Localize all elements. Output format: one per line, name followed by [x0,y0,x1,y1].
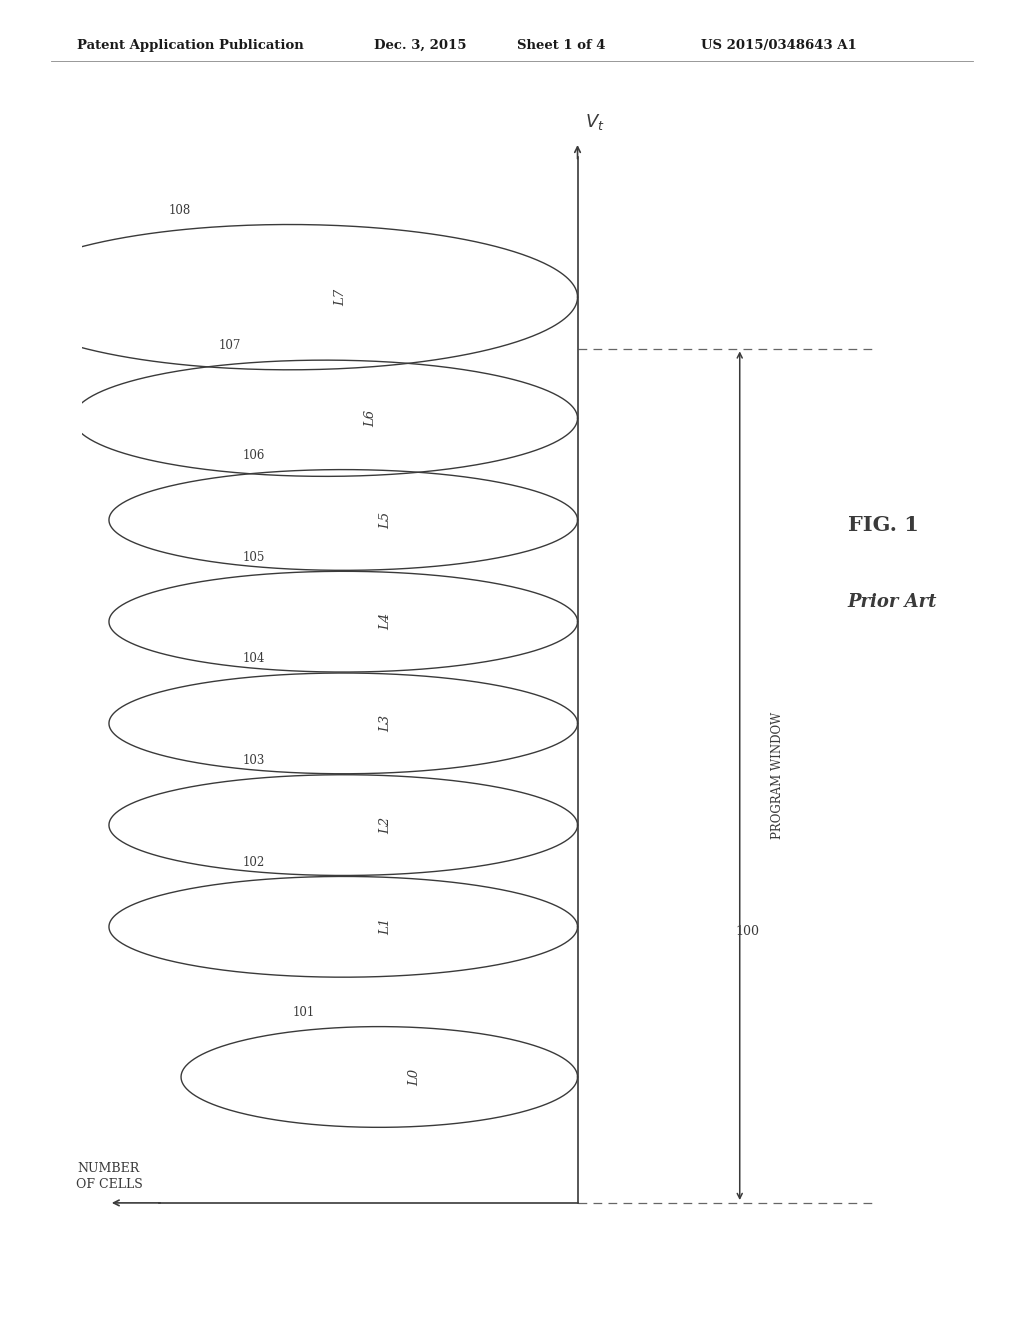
Text: 107: 107 [218,339,241,352]
Text: L6: L6 [365,409,377,426]
Text: 104: 104 [243,652,265,665]
Text: NUMBER
OF CELLS: NUMBER OF CELLS [76,1162,142,1191]
Text: L3: L3 [379,715,392,733]
Text: L0: L0 [409,1068,422,1085]
Text: 108: 108 [169,203,190,216]
Text: PROGRAM WINDOW: PROGRAM WINDOW [771,711,784,840]
Text: Patent Application Publication: Patent Application Publication [77,38,303,51]
Text: FIG. 1: FIG. 1 [848,515,919,535]
Text: 106: 106 [243,449,265,462]
Text: L5: L5 [379,511,392,528]
Text: Prior Art: Prior Art [848,593,937,611]
Text: Dec. 3, 2015: Dec. 3, 2015 [374,38,466,51]
Text: Sheet 1 of 4: Sheet 1 of 4 [517,38,605,51]
Text: L2: L2 [379,817,392,834]
Text: 103: 103 [243,754,265,767]
Text: L7: L7 [335,289,347,306]
Text: 101: 101 [293,1006,315,1019]
Text: $V_t$: $V_t$ [585,112,604,132]
Text: L4: L4 [379,612,392,630]
Text: 100: 100 [735,925,759,939]
Text: L1: L1 [379,919,392,936]
Text: 102: 102 [243,855,265,869]
Text: US 2015/0348643 A1: US 2015/0348643 A1 [701,38,857,51]
Text: 105: 105 [243,550,265,564]
